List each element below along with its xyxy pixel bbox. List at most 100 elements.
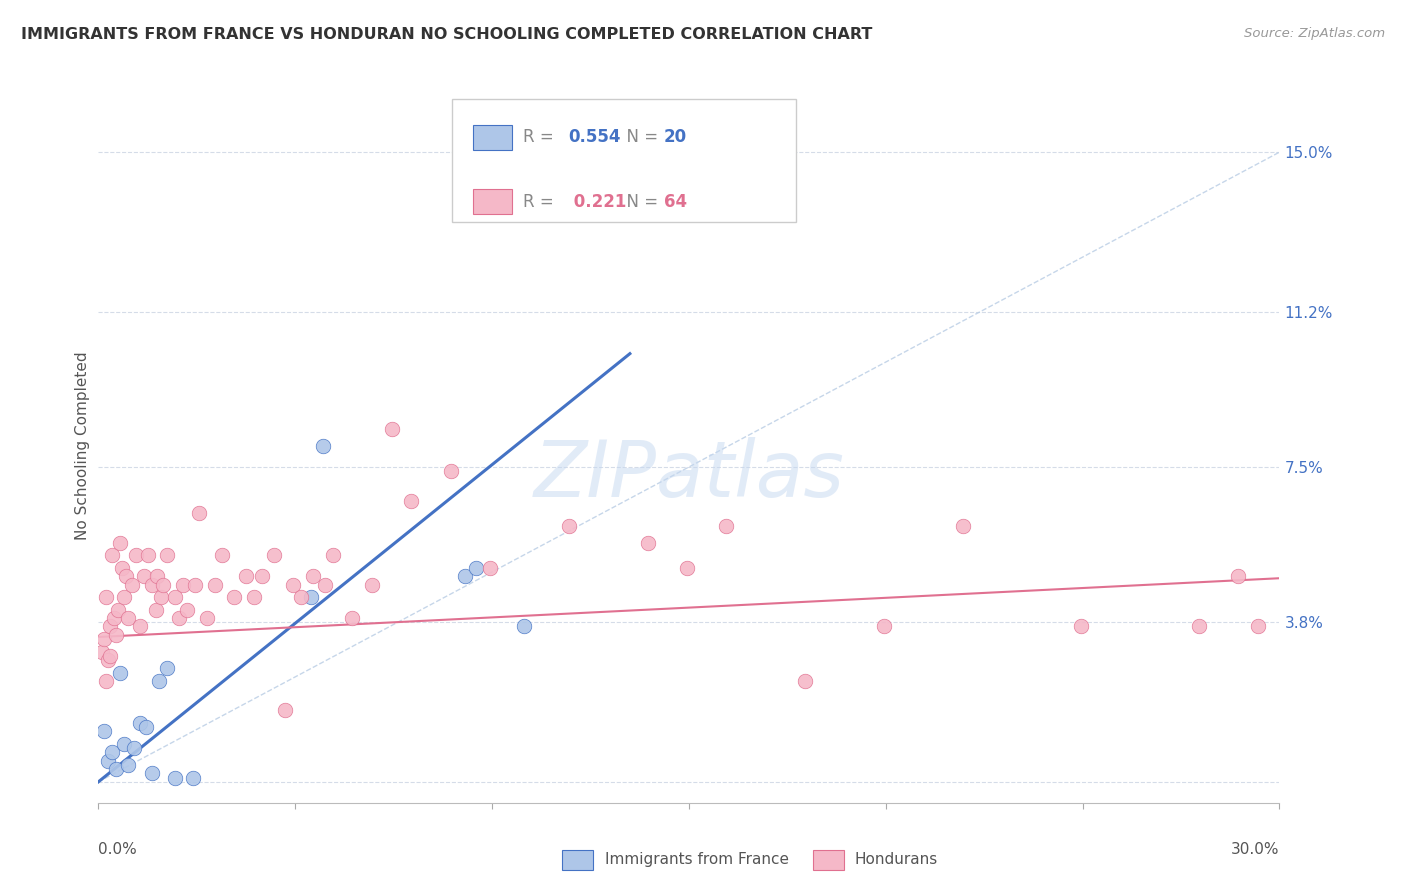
- Point: [96, 590, 118, 604]
- Point: [108, 665, 131, 680]
- Point: [97, 653, 120, 667]
- Text: R =: R =: [523, 193, 560, 211]
- Point: [117, 758, 139, 772]
- Point: [172, 577, 194, 591]
- Point: [302, 569, 325, 583]
- Point: [952, 518, 974, 533]
- Y-axis label: No Schooling Completed: No Schooling Completed: [75, 351, 90, 541]
- Point: [111, 560, 134, 574]
- Point: [112, 590, 135, 604]
- Point: [250, 569, 273, 583]
- Point: [165, 590, 187, 604]
- Point: [342, 611, 364, 625]
- Point: [195, 611, 218, 625]
- Point: [112, 737, 135, 751]
- Point: [290, 590, 312, 604]
- Point: [128, 716, 150, 731]
- Point: [453, 569, 475, 583]
- Point: [156, 661, 179, 675]
- Point: [145, 603, 167, 617]
- Point: [117, 611, 139, 625]
- Text: ZIPatlas: ZIPatlas: [533, 436, 845, 513]
- Point: [98, 648, 121, 663]
- Text: IMMIGRANTS FROM FRANCE VS HONDURAN NO SCHOOLING COMPLETED CORRELATION CHART: IMMIGRANTS FROM FRANCE VS HONDURAN NO SC…: [21, 27, 873, 42]
- Point: [184, 577, 207, 591]
- Text: 0.554: 0.554: [568, 128, 621, 146]
- Point: [121, 577, 143, 591]
- Text: Source: ZipAtlas.com: Source: ZipAtlas.com: [1244, 27, 1385, 40]
- Point: [235, 569, 257, 583]
- Text: R =: R =: [523, 128, 560, 146]
- Point: [96, 674, 118, 689]
- Point: [136, 548, 159, 562]
- Point: [165, 771, 187, 785]
- Text: Hondurans: Hondurans: [855, 853, 938, 867]
- Point: [122, 741, 145, 756]
- Point: [93, 724, 115, 739]
- Point: [401, 493, 423, 508]
- Point: [93, 632, 115, 646]
- Point: [558, 518, 581, 533]
- Text: 30.0%: 30.0%: [1232, 842, 1279, 857]
- Point: [322, 548, 344, 562]
- Point: [105, 762, 128, 776]
- Point: [243, 590, 266, 604]
- Point: [274, 703, 297, 717]
- Point: [101, 746, 124, 760]
- Point: [97, 754, 120, 768]
- Point: [314, 577, 336, 591]
- Point: [381, 422, 404, 436]
- Point: [152, 577, 174, 591]
- Point: [167, 611, 190, 625]
- Point: [135, 720, 157, 734]
- Point: [263, 548, 285, 562]
- Point: [156, 548, 179, 562]
- Point: [105, 628, 128, 642]
- Point: [512, 619, 534, 633]
- Point: [361, 577, 384, 591]
- Point: [637, 535, 659, 549]
- Point: [187, 506, 209, 520]
- Point: [1070, 619, 1092, 633]
- Point: [148, 674, 170, 689]
- Point: [312, 439, 335, 453]
- Point: [98, 619, 121, 633]
- Text: N =: N =: [616, 128, 664, 146]
- Point: [1188, 619, 1211, 633]
- Point: [141, 766, 163, 780]
- Text: N =: N =: [616, 193, 664, 211]
- Point: [204, 577, 226, 591]
- Point: [181, 771, 204, 785]
- Point: [676, 560, 699, 574]
- Point: [103, 611, 125, 625]
- Point: [150, 590, 173, 604]
- Point: [101, 548, 124, 562]
- Point: [176, 603, 198, 617]
- Text: 0.221: 0.221: [568, 193, 627, 211]
- Point: [479, 560, 502, 574]
- Point: [91, 645, 114, 659]
- Point: [115, 569, 138, 583]
- Point: [107, 603, 129, 617]
- Point: [1247, 619, 1270, 633]
- Point: [108, 535, 131, 549]
- Point: [873, 619, 896, 633]
- Point: [465, 560, 488, 574]
- Point: [132, 569, 155, 583]
- Text: 20: 20: [664, 128, 688, 146]
- Point: [440, 464, 463, 478]
- Text: 64: 64: [664, 193, 688, 211]
- Text: Immigrants from France: Immigrants from France: [605, 853, 789, 867]
- Point: [1227, 569, 1250, 583]
- Point: [716, 518, 738, 533]
- Point: [224, 590, 246, 604]
- Point: [283, 577, 305, 591]
- Point: [146, 569, 169, 583]
- Point: [794, 674, 817, 689]
- Point: [125, 548, 148, 562]
- Point: [128, 619, 150, 633]
- Point: [141, 577, 163, 591]
- Text: 0.0%: 0.0%: [98, 842, 138, 857]
- Point: [211, 548, 233, 562]
- Point: [299, 590, 322, 604]
